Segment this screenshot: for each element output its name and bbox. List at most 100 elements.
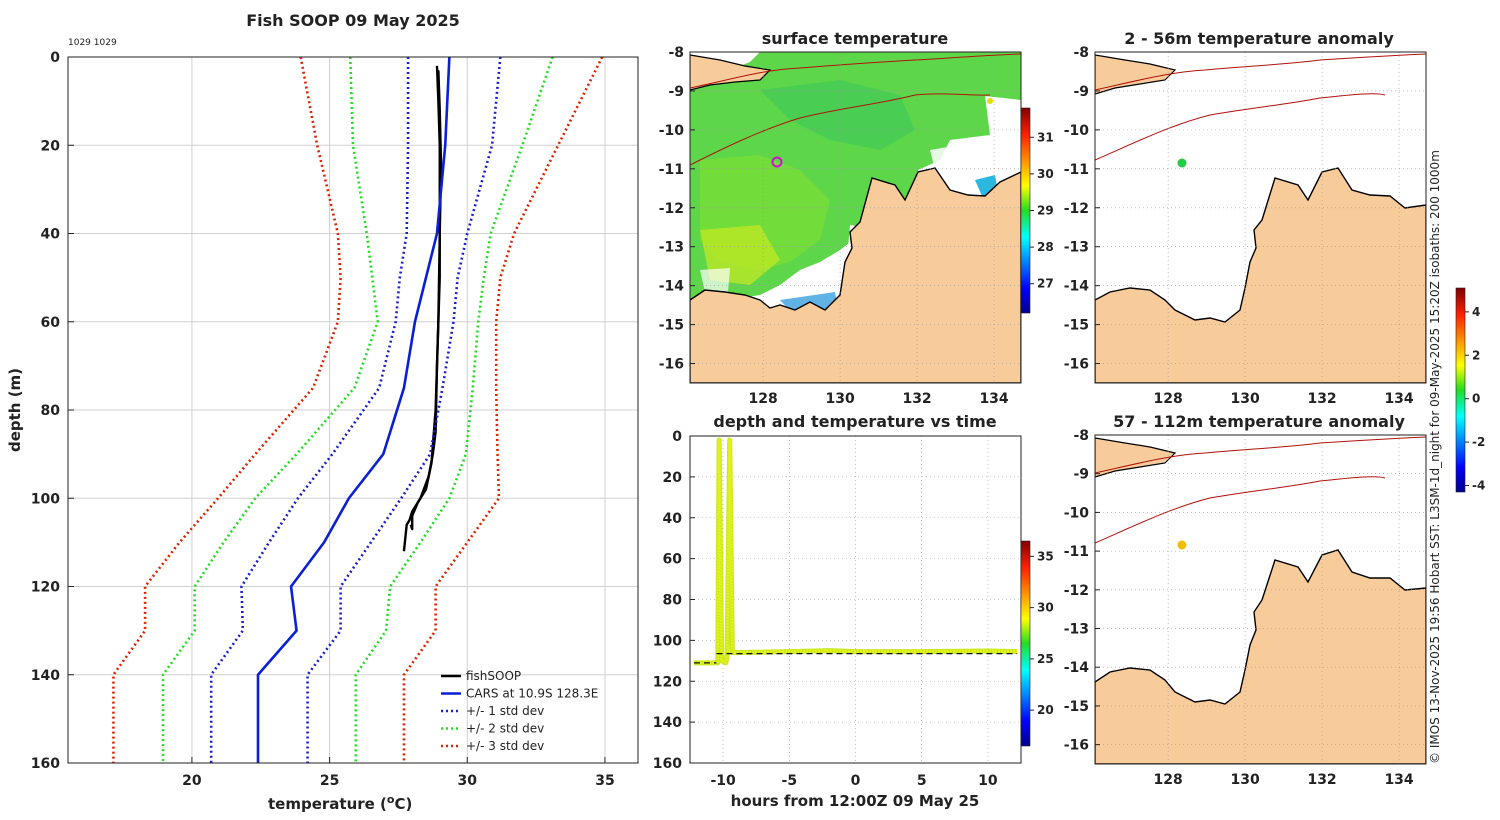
depth-time-y-tick-label: 160 bbox=[653, 756, 682, 772]
profile-series-cars bbox=[256, 57, 451, 763]
anomaly-deep-panel: 57 - 112m temperature anomaly 128 130 132 1… bbox=[1064, 287, 1485, 788]
depth-time-track-points bbox=[693, 438, 1018, 665]
colorbar-tick-label: 29 bbox=[1037, 204, 1054, 218]
profile-series-cars-3sd bbox=[402, 57, 604, 763]
a1-x-tick-label: 134 bbox=[1384, 391, 1413, 407]
profile-series-cars-1sd bbox=[306, 57, 502, 763]
profile-y-ticks: 0 20 40 60 80 100 120 140 160 bbox=[31, 50, 74, 772]
anomaly-deep-land bbox=[1095, 549, 1426, 764]
sst-x-tick-label: 132 bbox=[902, 391, 931, 407]
sst-isobath-1000 bbox=[690, 93, 991, 166]
depth-time-grid bbox=[690, 435, 1021, 764]
anomaly-colorbar-ticks: 4 2 0 -2 -4 bbox=[1465, 305, 1485, 492]
anomaly-shallow-map bbox=[1095, 52, 1426, 383]
profile-y-tick-label: 160 bbox=[31, 756, 60, 772]
depth-time-x-tick-label: -5 bbox=[782, 773, 798, 789]
depth-time-colorbar-ticks: 35 30 25 20 bbox=[1030, 549, 1054, 717]
profile-x-tick-label: 25 bbox=[320, 773, 339, 789]
profile-y-tick-label: 140 bbox=[31, 668, 60, 684]
profile-series-cars-2sd bbox=[161, 57, 380, 763]
legend-label-0: fishSOOP bbox=[466, 669, 521, 683]
legend-label-4: +/- 3 std dev bbox=[466, 739, 544, 753]
colorbar-tick-label: 31 bbox=[1037, 130, 1054, 144]
profile-x-label: temperature (oC) bbox=[268, 793, 412, 813]
a2-y-tick-label: -12 bbox=[1064, 583, 1089, 599]
a2-y-tick-label: -9 bbox=[1073, 467, 1089, 483]
profile-x-tick-label: 20 bbox=[182, 773, 202, 789]
colorbar-tick-label: 25 bbox=[1037, 652, 1054, 666]
profile-x-tick-label: 30 bbox=[458, 773, 478, 789]
depth-time-x-tick-label: 0 bbox=[851, 773, 861, 789]
sst-colorbar bbox=[1020, 107, 1031, 314]
legend-label-3: +/- 2 std dev bbox=[466, 722, 544, 736]
depth-time-x-label: hours from 12:00Z 09 May 25 bbox=[731, 792, 980, 810]
a2-y-tick-label: -15 bbox=[1064, 699, 1089, 715]
depth-time-x-ticks: -10 -5 0 5 10 bbox=[710, 773, 997, 789]
profile-y-tick-label: 20 bbox=[41, 138, 61, 154]
colorbar-tick-label: 20 bbox=[1037, 703, 1054, 717]
sst-x-ticks: 128 130 132 134 bbox=[749, 391, 1009, 407]
anomaly-shallow-panel: 2 - 56m temperature anomaly 128 130 132 134… bbox=[1064, 29, 1427, 407]
a2-y-tick-label: -16 bbox=[1064, 738, 1089, 754]
sst-y-tick-label: -11 bbox=[659, 162, 684, 178]
colorbar-tick-label: 2 bbox=[1472, 348, 1480, 362]
sst-y-tick-label: -10 bbox=[659, 123, 685, 139]
profile-y-tick-label: 40 bbox=[41, 227, 61, 243]
depth-time-y-tick-label: 140 bbox=[653, 715, 682, 731]
sst-y-tick-label: -9 bbox=[668, 84, 684, 100]
sst-y-ticks: -8 -9 -10 -11 -12 -13 -14 -15 -16 bbox=[659, 45, 695, 373]
credit-text: © IMOS 13-Nov-2025 19:56 Hobart SST: L3S… bbox=[1428, 150, 1442, 764]
depth-time-y-tick-label: 20 bbox=[663, 470, 683, 486]
sst-map-area bbox=[690, 52, 1021, 383]
sst-y-tick-label: -8 bbox=[668, 45, 684, 61]
a1-y-tick-label: -12 bbox=[1064, 201, 1089, 217]
sst-x-tick-label: 130 bbox=[825, 391, 854, 407]
a1-y-tick-label: -14 bbox=[1064, 279, 1090, 295]
colorbar-tick-label: 35 bbox=[1037, 549, 1054, 563]
a2-x-tick-label: 132 bbox=[1307, 772, 1336, 788]
a1-y-tick-label: -13 bbox=[1064, 240, 1089, 256]
colorbar-tick-label: 30 bbox=[1037, 167, 1054, 181]
anomaly-shallow-point bbox=[1177, 158, 1187, 168]
profile-y-tick-label: 80 bbox=[41, 403, 61, 419]
sst-y-tick-label: -13 bbox=[659, 240, 684, 256]
profile-y-tick-label: 100 bbox=[31, 491, 60, 507]
sst-location-marker bbox=[771, 156, 783, 168]
a1-y-tick-label: -15 bbox=[1064, 318, 1089, 334]
a1-y-tick-label: -8 bbox=[1073, 45, 1089, 61]
a2-x-tick-label: 128 bbox=[1154, 772, 1183, 788]
profile-series-cars-3sd bbox=[112, 57, 342, 763]
depth-time-colorbar bbox=[1020, 540, 1031, 747]
profile-series bbox=[112, 57, 604, 763]
anomaly-shallow-x-ticks: 128 130 132 134 bbox=[1154, 391, 1414, 407]
profile-title: Fish SOOP 09 May 2025 bbox=[246, 11, 460, 30]
legend-label-2: +/- 1 std dev bbox=[466, 704, 544, 718]
a2-y-tick-label: -11 bbox=[1064, 544, 1089, 560]
sst-x-tick-label: 128 bbox=[749, 391, 778, 407]
colorbar-tick-label: 28 bbox=[1037, 240, 1054, 254]
profile-y-tick-label: 0 bbox=[50, 50, 60, 66]
a1-y-tick-label: -11 bbox=[1064, 162, 1089, 178]
depth-time-y-tick-label: 0 bbox=[672, 429, 682, 445]
profile-y-tick-label: 120 bbox=[31, 580, 60, 596]
sst-y-tick-label: -15 bbox=[659, 318, 684, 334]
a2-y-tick-label: -14 bbox=[1064, 660, 1090, 676]
profile-y-label: depth (m) bbox=[6, 368, 24, 452]
a1-y-tick-label: -10 bbox=[1064, 123, 1090, 139]
depth-time-track bbox=[693, 437, 1018, 666]
anomaly-shallow-land bbox=[1095, 167, 1426, 383]
anomaly-deep-map bbox=[1095, 435, 1426, 764]
depth-time-y-tick-label: 120 bbox=[653, 674, 682, 690]
sst-land bbox=[690, 167, 1021, 383]
colorbar-tick-label: -4 bbox=[1472, 478, 1485, 492]
sst-map-panel: surface temperature 128 130 1 bbox=[659, 29, 1054, 407]
profile-legend: fishSOOP CARS at 10.9S 128.3E +/- 1 std de… bbox=[441, 669, 598, 753]
depth-time-series bbox=[693, 437, 1018, 666]
depth-time-x-tick-label: 10 bbox=[978, 773, 998, 789]
profile-grid bbox=[68, 56, 638, 764]
legend-label-1: CARS at 10.9S 128.3E bbox=[466, 687, 598, 701]
a2-x-tick-label: 134 bbox=[1384, 772, 1413, 788]
anomaly-shallow-y-ticks: -8 -9 -10 -11 -12 -13 -14 -15 -16 bbox=[1064, 45, 1100, 373]
depth-time-panel: depth and temperature vs time -10 -5 0 5 10 … bbox=[653, 412, 1054, 810]
